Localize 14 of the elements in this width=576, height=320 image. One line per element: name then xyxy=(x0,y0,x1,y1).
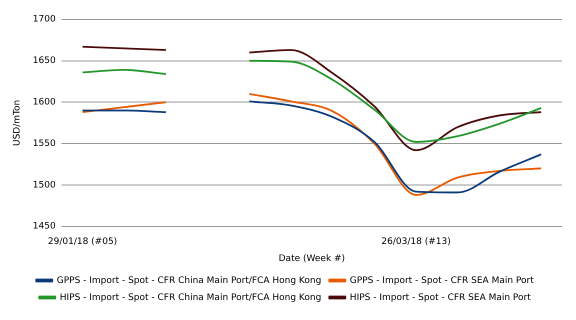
legend-label: GPPS - Import - Spot - CFR SEA Main Port xyxy=(350,276,534,286)
y-tick-label: 1500 xyxy=(32,180,56,190)
x-axis-title: Date (Week #) xyxy=(278,254,346,264)
y-tick-label: 1700 xyxy=(32,14,56,25)
x-tick-label: 26/03/18 (#13) xyxy=(381,237,451,248)
legend-label: HIPS - Import - Spot - CFR SEA Main Port xyxy=(350,292,532,303)
y-tick-label: 1450 xyxy=(32,222,56,232)
x-tick-label: 29/01/18 (#05) xyxy=(48,237,118,248)
y-tick-label: 1600 xyxy=(32,98,56,108)
y-axis-title: USD/mTon xyxy=(12,100,23,146)
y-tick-label: 1650 xyxy=(32,56,56,66)
legend-label: GPPS - Import - Spot - CFR China Main Port/FCA Hong Kong xyxy=(56,276,322,286)
y-tick-label: 1550 xyxy=(32,138,56,149)
legend-label: HIPS - Import - Spot - CFR China Main Port/FCA Hong Kong xyxy=(60,292,322,303)
